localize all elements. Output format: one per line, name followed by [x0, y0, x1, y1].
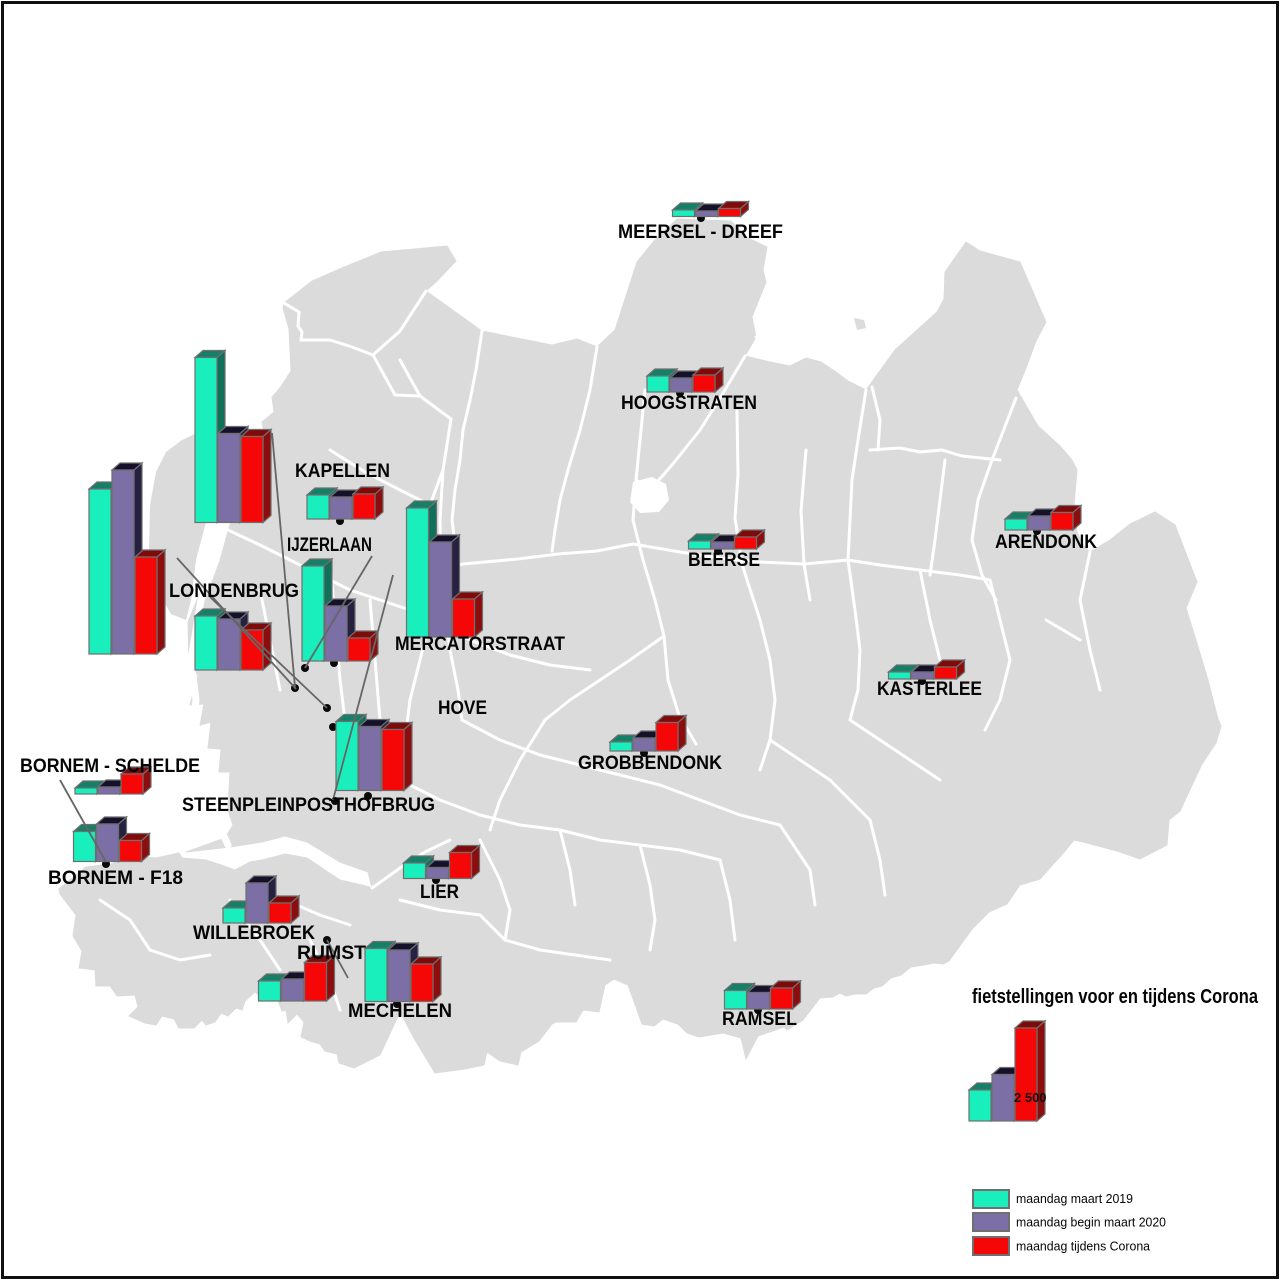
svg-text:MEERSEL - DREEF: MEERSEL - DREEF [618, 222, 783, 243]
svg-text:maandag tijdens Corona: maandag tijdens Corona [1016, 1240, 1150, 1254]
svg-text:ARENDONK: ARENDONK [995, 532, 1097, 553]
svg-text:KAPELLEN: KAPELLEN [295, 461, 390, 482]
svg-text:RAMSEL: RAMSEL [722, 1009, 797, 1030]
svg-text:fietstellingen voor en tijdens: fietstellingen voor en tijdens Corona [972, 986, 1259, 1008]
svg-text:IJZERLAAN: IJZERLAAN [287, 535, 372, 556]
svg-text:LONDENBRUG: LONDENBRUG [169, 581, 299, 602]
svg-text:MERCATORSTRAAT: MERCATORSTRAAT [395, 634, 565, 655]
svg-text:2 500: 2 500 [1014, 1090, 1047, 1105]
svg-text:KASTERLEE: KASTERLEE [877, 679, 982, 700]
svg-text:MECHELEN: MECHELEN [348, 1001, 452, 1022]
svg-text:BORNEM - F18: BORNEM - F18 [48, 868, 183, 889]
svg-text:GROBBENDONK: GROBBENDONK [578, 753, 722, 774]
svg-text:maandag maart 2019: maandag maart 2019 [1016, 1192, 1133, 1206]
svg-text:STEENPLEINPOSTHOFBRUG: STEENPLEINPOSTHOFBRUG [182, 795, 435, 816]
svg-text:HOOGSTRATEN: HOOGSTRATEN [621, 393, 757, 414]
svg-text:LIER: LIER [420, 882, 459, 903]
svg-text:maandag begin maart 2020: maandag begin maart 2020 [1016, 1216, 1166, 1230]
svg-text:BORNEM - SCHELDE: BORNEM - SCHELDE [20, 756, 200, 777]
svg-text:BEERSE: BEERSE [688, 550, 760, 571]
svg-text:HOVE: HOVE [438, 698, 487, 719]
svg-text:RUMST: RUMST [297, 943, 366, 964]
svg-text:WILLEBROEK: WILLEBROEK [193, 923, 315, 944]
